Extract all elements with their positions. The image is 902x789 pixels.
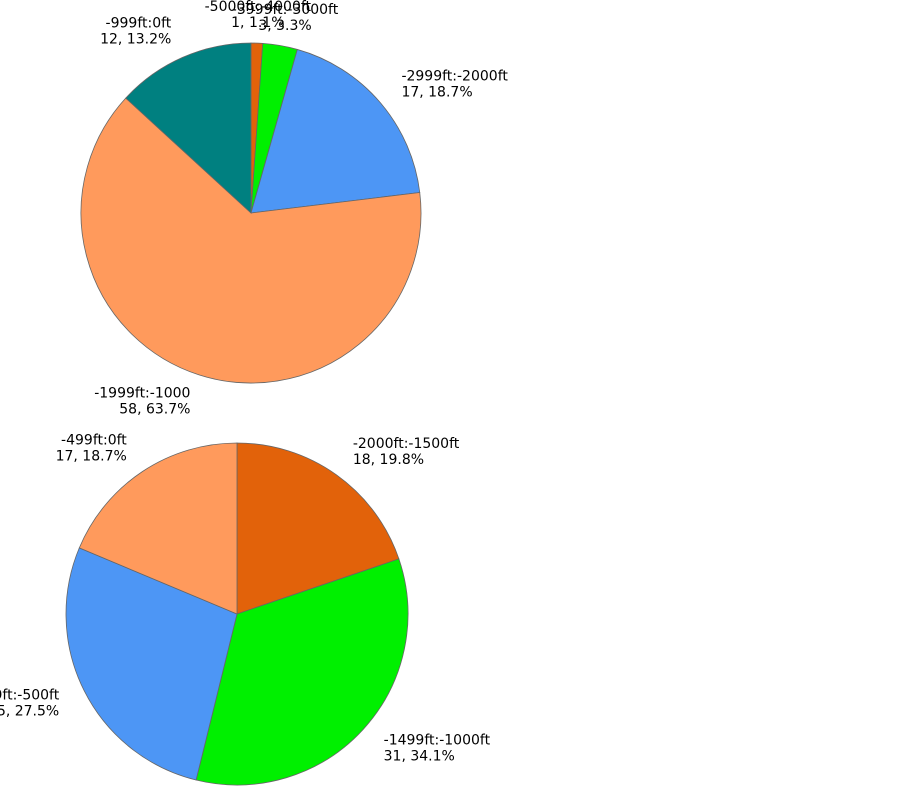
slice-value-label: 18, 19.8% — [353, 452, 424, 468]
slice-label: -1499ft:-1000ft — [384, 733, 491, 749]
slice-label: -999ft:-500ft — [0, 687, 60, 703]
slice-label: -499ft:0ft — [61, 432, 127, 448]
pie-slice — [78, 442, 238, 615]
slice-value-label: 17, 18.7% — [401, 84, 472, 100]
pie-slice — [195, 558, 409, 786]
slice-label: -3999ft:-3000ft — [232, 2, 339, 18]
slice-label: -5000ft:-4000ft — [205, 0, 312, 15]
slice-label: -2999ft:-2000ft — [401, 68, 508, 84]
slice-label: -999ft:0ft — [106, 16, 172, 32]
slice-label: -1999ft:-1000 — [94, 386, 190, 402]
slice-value-label: 12, 13.2% — [100, 32, 171, 48]
pie-slice — [125, 42, 252, 214]
pie-slice — [236, 442, 400, 615]
slice-label: -2000ft:-1500ft — [353, 436, 460, 452]
slice-value-label: 1, 1.1% — [231, 15, 284, 31]
slice-value-label: 17, 18.7% — [56, 448, 127, 464]
pie-slice — [80, 97, 422, 384]
pie-slice — [65, 547, 238, 781]
slice-value-label: 31, 34.1% — [384, 749, 455, 765]
pie-slice — [250, 48, 421, 214]
slice-value-label: 58, 63.7% — [119, 402, 190, 418]
slice-value-label: 3, 3.3% — [258, 18, 311, 34]
slice-value-label: 25, 27.5% — [0, 703, 59, 719]
